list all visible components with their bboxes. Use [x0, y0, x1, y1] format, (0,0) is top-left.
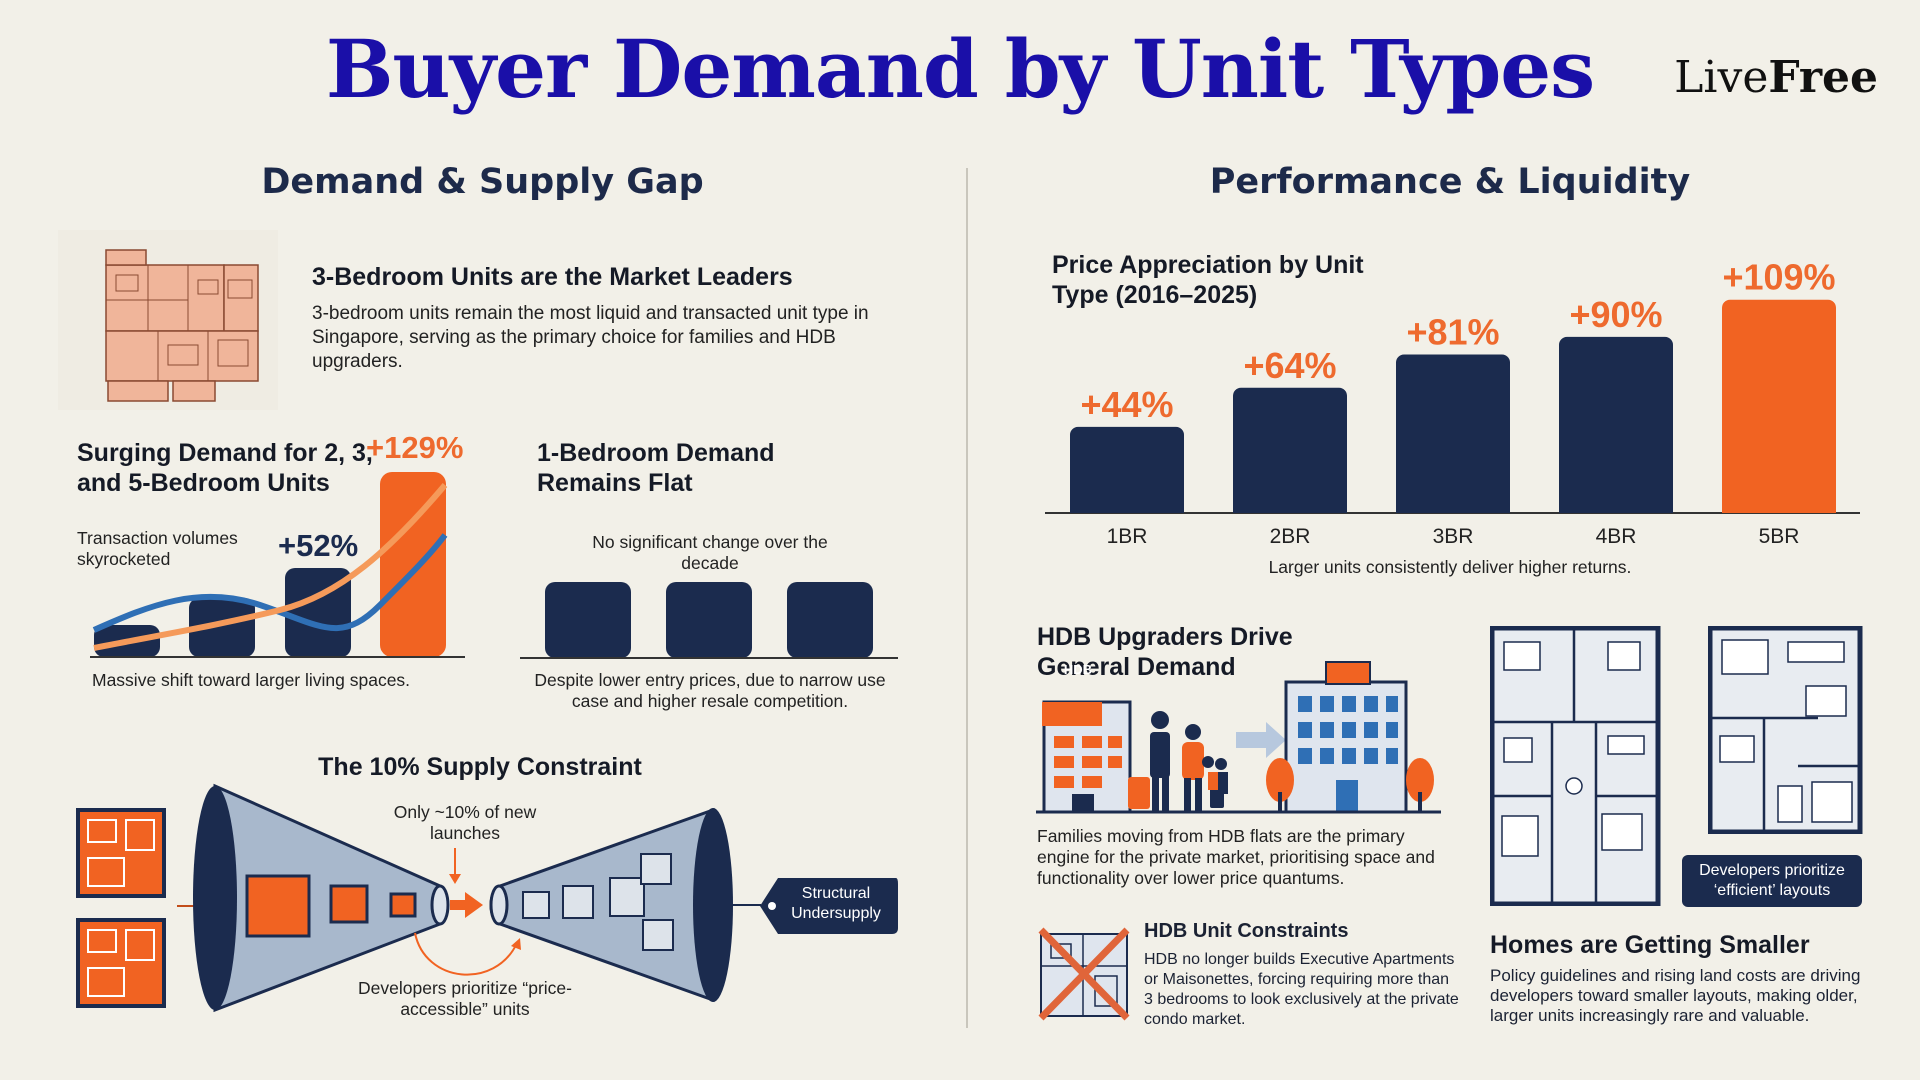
- brand-logo: LiveFree: [1674, 52, 1878, 103]
- constraint-title: The 10% Supply Constraint: [318, 753, 642, 781]
- hdb-sign: HDB: [1063, 662, 1093, 677]
- flat-chart: [520, 582, 898, 659]
- flat-caption: Despite lower entry prices, due to narro…: [534, 670, 886, 711]
- appreciation-bar-5br: [1722, 299, 1836, 513]
- surging-label-52: +52%: [278, 528, 359, 563]
- left-section-title: Demand & Supply Gap: [261, 162, 704, 202]
- appreciation-bar-base-1br: [1070, 503, 1184, 513]
- flat-annotation: No significant change over the decade: [592, 532, 828, 573]
- large-floorplan-icon: [1490, 626, 1661, 906]
- large-units-icon: [76, 808, 166, 1008]
- constraint-developers: Developers prioritize “price-accessible”…: [358, 978, 572, 1019]
- brand-bold: Free: [1768, 52, 1878, 103]
- constraints-title: HDB Unit Constraints: [1144, 920, 1349, 942]
- appreciation-bar-3br: [1396, 354, 1510, 513]
- upgraders-title: HDB Upgraders Drive General Demand: [1037, 623, 1293, 681]
- appreciation-bar-base-2br: [1233, 503, 1347, 513]
- appreciation-label-5br: +109%: [1722, 257, 1835, 298]
- efficient-layouts-badge: Developers prioritize ‘efficient’ layout…: [1682, 855, 1862, 907]
- constraints-body: HDB no longer builds Executive Apartment…: [1144, 951, 1459, 1028]
- leaders-body: 3-bedroom units remain the most liquid a…: [312, 303, 869, 372]
- appreciation-chart-title: Price Appreciation by Unit Type (2016–20…: [1052, 251, 1364, 309]
- upgraders-body: Families moving from HDB flats are the p…: [1037, 826, 1435, 888]
- surging-trend-orange: [93, 483, 448, 651]
- appreciation-label-2br: +64%: [1243, 345, 1336, 386]
- appreciation-bar-1br: [1070, 426, 1184, 513]
- column-divider: [966, 168, 968, 1028]
- page-title: Buyer Demand by Unit Types: [325, 22, 1595, 116]
- flat-bar-1: [545, 582, 631, 658]
- smaller-title: Homes are Getting Smaller: [1490, 931, 1810, 959]
- surging-label-129: +129%: [366, 430, 464, 465]
- surging-title: Surging Demand for 2, 3, and 5-Bedroom U…: [77, 439, 373, 497]
- appreciation-tick-2br: 2BR: [1270, 525, 1311, 548]
- appreciation-tick-1br: 1BR: [1107, 525, 1148, 548]
- surging-chart: [90, 472, 465, 658]
- appreciation-bar-2br: [1233, 387, 1347, 513]
- surging-trend-blue: [92, 533, 448, 633]
- leaders-title: 3-Bedroom Units are the Market Leaders: [312, 263, 793, 291]
- constraint-note: Only ~10% of new launches: [393, 802, 537, 843]
- right-section-title: Performance & Liquidity: [1209, 162, 1691, 202]
- surging-bar-4: [380, 472, 446, 657]
- surging-bar-2: [189, 598, 255, 657]
- floorplan-icon: [58, 230, 278, 410]
- flat-bar-2: [666, 582, 752, 658]
- supply-funnel: [177, 783, 761, 1013]
- appreciation-caption: Larger units consistently deliver higher…: [1268, 557, 1632, 577]
- brand-light: Live: [1674, 52, 1769, 103]
- crossed-floorplan-icon: [1038, 927, 1130, 1021]
- compact-floorplan-icon: [1708, 626, 1863, 834]
- appreciation-bar-4br: [1559, 336, 1673, 513]
- appreciation-label-1br: +44%: [1080, 384, 1173, 425]
- appreciation-bar-base-5br: [1722, 503, 1836, 513]
- appreciation-bar-base-3br: [1396, 503, 1510, 513]
- surging-annotation: Transaction volumes skyrocketed: [77, 528, 238, 569]
- smaller-body: Policy guidelines and rising land costs …: [1490, 966, 1861, 1025]
- flat-title: 1-Bedroom Demand Remains Flat: [537, 439, 775, 497]
- flat-bar-3: [787, 582, 873, 658]
- appreciation-tick-4br: 4BR: [1596, 525, 1637, 548]
- undersupply-badge: Structural Undersupply: [791, 885, 881, 922]
- appreciation-tick-5br: 5BR: [1759, 525, 1800, 548]
- appreciation-label-4br: +90%: [1569, 294, 1662, 335]
- appreciation-chart: +44% 1BR +64% 2BR +81% 3BR +90% 4BR +109% 5BR: [1045, 257, 1860, 548]
- surging-caption: Massive shift toward larger living space…: [92, 670, 411, 690]
- appreciation-bar-base-4br: [1559, 503, 1673, 513]
- hdb-upgrade-illustration: [1036, 661, 1441, 814]
- appreciation-tick-3br: 3BR: [1433, 525, 1474, 548]
- undersupply-badge-shape: [760, 878, 898, 934]
- appreciation-label-3br: +81%: [1406, 312, 1499, 353]
